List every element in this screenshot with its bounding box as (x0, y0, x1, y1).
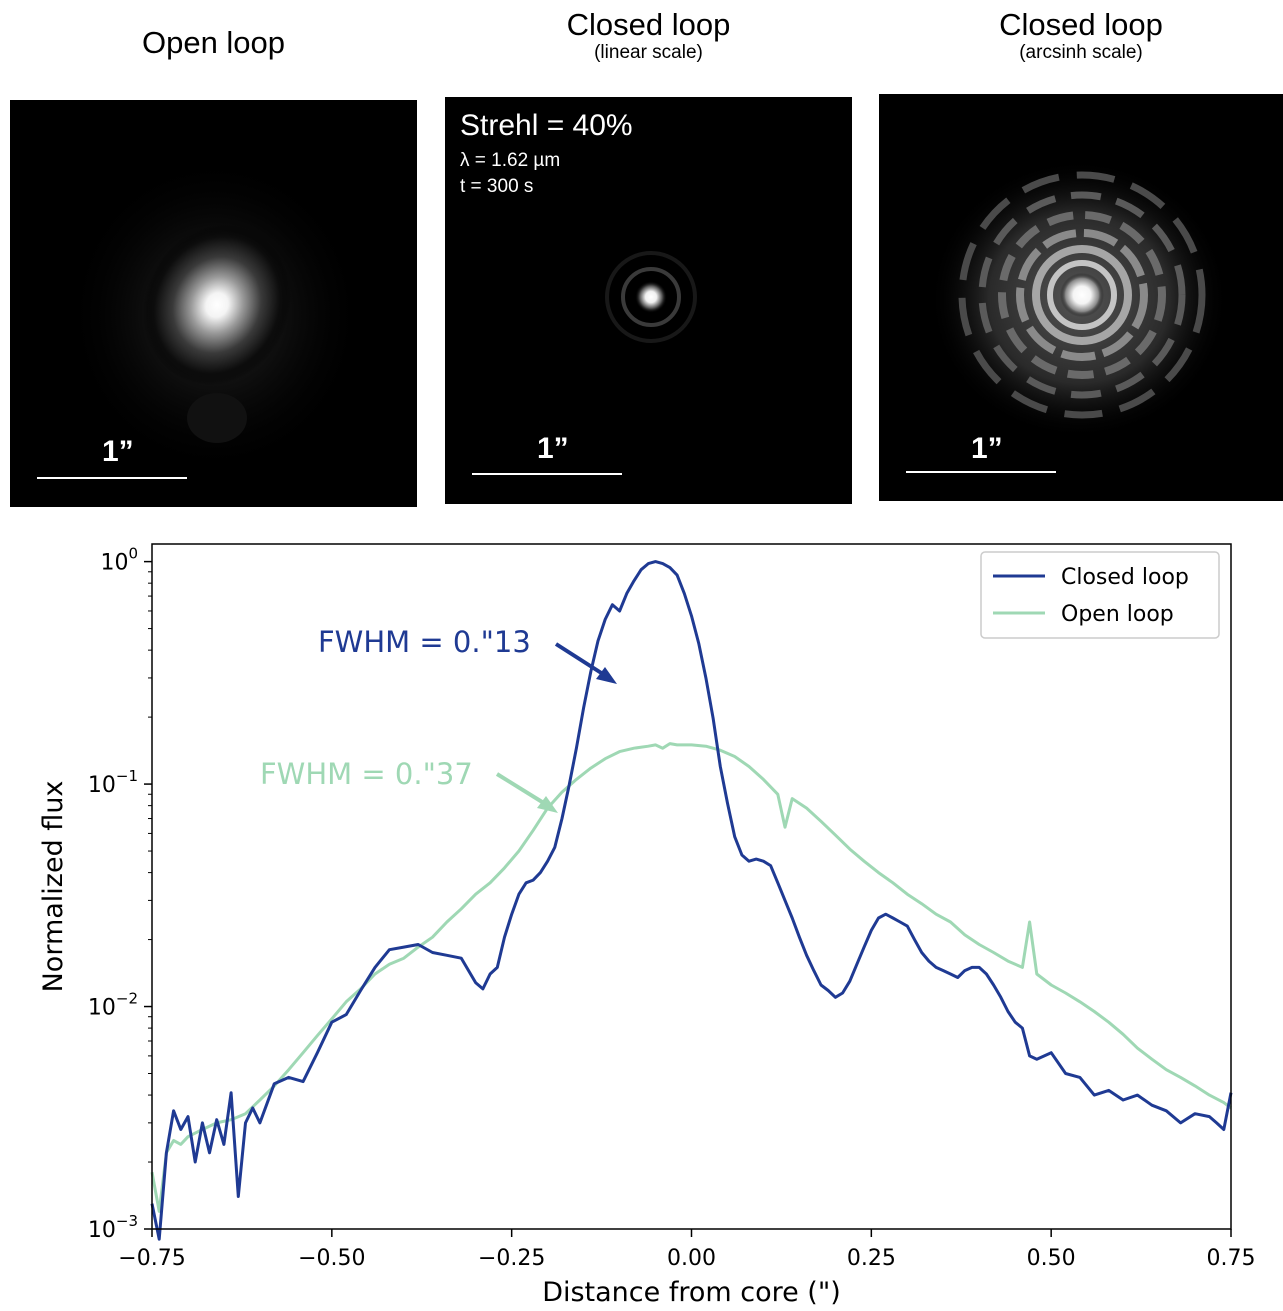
x-tick-label: −0.50 (298, 1246, 365, 1271)
scale-bar-label: 1” (102, 435, 134, 468)
axis-layer: −0.75 −0.50 −0.25 0.00 0.25 0.50 0.75 10−3 10−2 1… (38, 543, 1256, 1308)
scale-bar-label: 1” (537, 432, 569, 465)
psf-image-closed-linear: Strehl = 40% λ = 1.62 µm t = 300 s 1” (445, 97, 852, 504)
radial-profile-chart: −0.75 −0.50 −0.25 0.00 0.25 0.50 0.75 10−3 10−2 1… (38, 543, 1256, 1308)
panel-subtitle: (arcsinh scale) (1019, 42, 1143, 63)
y-tick-label: 100 (100, 545, 138, 576)
panel-title-closed-arcsinh: Closed loop (arcsinh scale) (879, 8, 1283, 64)
x-tick-label: 0.25 (847, 1246, 896, 1271)
x-tick-label: −0.75 (118, 1246, 185, 1271)
plot-frame (152, 544, 1231, 1229)
exposure-label: t = 300 s (460, 176, 534, 197)
psf-image-closed-arcsinh: 1” (879, 94, 1283, 501)
psf-open-loop-render (65, 155, 365, 475)
annotation-fwhm-closed: FWHM = 0."13 (318, 625, 531, 659)
series-line-open-loop (150, 742, 1232, 1213)
annotation-arrow-open (495, 772, 549, 807)
psf-closed-linear-render (605, 251, 697, 343)
strehl-label: Strehl = 40% (460, 109, 633, 142)
x-tick-label: −0.25 (478, 1246, 545, 1271)
annotation-arrowhead-open (537, 796, 558, 813)
y-axis-label: Normalized flux (38, 781, 69, 993)
legend: Closed loop Open loop (980, 551, 1220, 639)
series-layer (150, 560, 1233, 1241)
panel-title-main: Closed loop (566, 7, 731, 42)
y-tick-label: 10−3 (88, 1212, 138, 1243)
panel-title-open-loop: Open loop (10, 26, 417, 60)
x-tick-label: 0.75 (1207, 1246, 1256, 1271)
wavelength-label: λ = 1.62 µm (460, 150, 561, 171)
scale-bar-label: 1” (971, 432, 1003, 465)
annotation-fwhm-open: FWHM = 0."37 (260, 757, 473, 791)
panel-title-main: Open loop (141, 25, 286, 60)
x-tick-label: 0.50 (1027, 1246, 1076, 1271)
panel-title-closed-linear: Closed loop (linear scale) (445, 8, 852, 64)
annotation-layer: FWHM = 0."13 FWHM = 0."37 (260, 625, 617, 813)
legend-label: Closed loop (1061, 565, 1189, 590)
x-tick-label: 0.00 (667, 1246, 716, 1271)
panel-subtitle: (linear scale) (594, 42, 703, 63)
series-line-closed-loop (150, 560, 1233, 1241)
panel-title-main: Closed loop (999, 7, 1163, 42)
legend-box (980, 551, 1220, 639)
y-tick-label: 10−1 (88, 767, 138, 798)
annotation-arrowhead-closed (596, 667, 617, 684)
plot-background (152, 544, 1231, 1229)
scale-bar (906, 471, 1056, 473)
scale-bar (472, 473, 622, 475)
y-tick-label: 10−2 (88, 990, 138, 1021)
scale-bar (37, 477, 187, 479)
annotation-arrow-closed (554, 642, 608, 678)
legend-label: Open loop (1061, 602, 1174, 627)
psf-image-open-loop: 1” (10, 100, 417, 507)
x-axis-label: Distance from core (") (542, 1277, 841, 1308)
psf-closed-arcsinh-render (929, 159, 1229, 439)
